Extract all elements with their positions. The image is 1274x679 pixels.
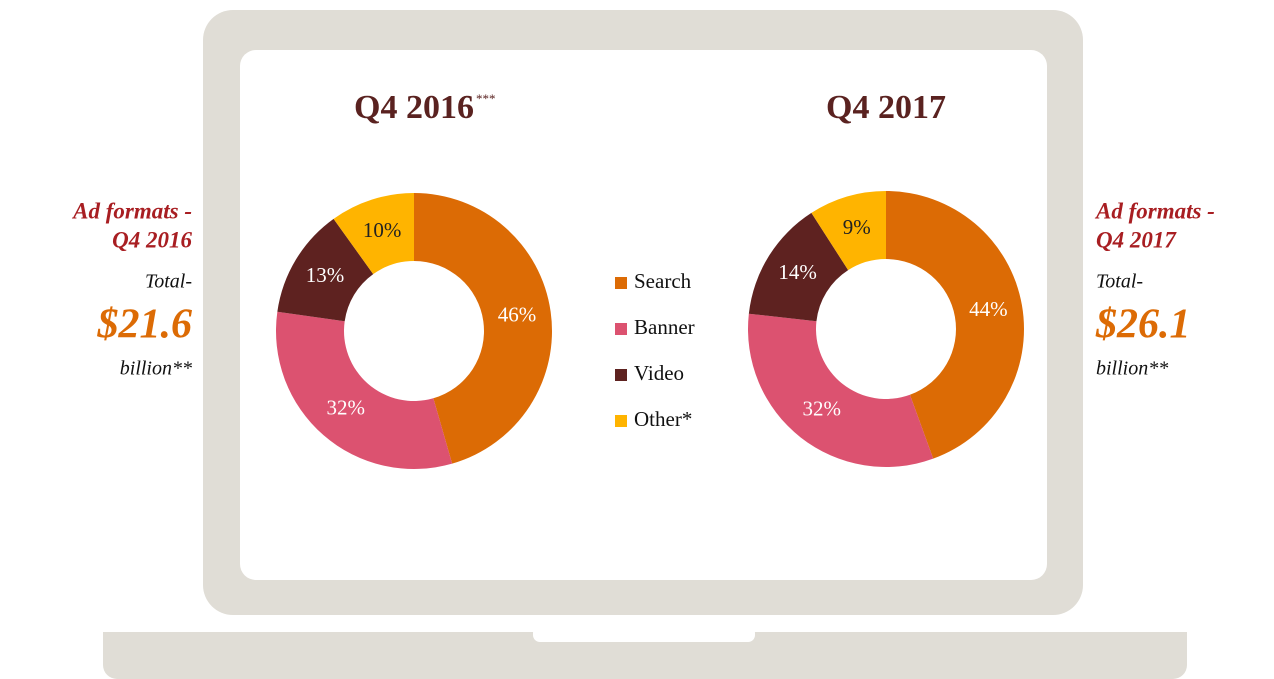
donut-segment [277, 218, 374, 322]
side-annotation: Q4 2017 [1096, 227, 1177, 252]
legend-swatch [615, 415, 627, 427]
legend-label: Other* [634, 407, 692, 431]
side-annotation: $26.1 [1095, 302, 1191, 348]
side-annotation: Total- [1096, 271, 1143, 293]
data-label: 32% [802, 397, 841, 421]
chart-title: Q4 2017 [826, 89, 946, 126]
side-annotation: billion** [120, 358, 192, 380]
side-annotation: Ad formats - [1094, 198, 1215, 223]
side-annotation: Total- [145, 271, 192, 293]
data-label: 32% [327, 395, 366, 419]
side-annotation: billion** [1096, 358, 1168, 380]
legend-swatch [615, 369, 627, 381]
donut-segment [333, 193, 414, 275]
legend-label: Banner [634, 315, 695, 339]
donut-segment [747, 313, 934, 467]
chart-title: Q4 2016 [354, 89, 474, 126]
data-label: 14% [778, 260, 817, 284]
data-label: 9% [843, 215, 871, 239]
data-label: 10% [363, 218, 402, 242]
donut-segment [811, 191, 886, 271]
legend-label: Search [634, 269, 692, 293]
legend-label: Video [634, 361, 684, 385]
laptop-notch [533, 626, 755, 642]
side-annotation: $21.6 [97, 302, 193, 348]
donut-segment [886, 190, 1024, 459]
data-label: 46% [498, 302, 537, 326]
side-annotation: Ad formats - [71, 198, 192, 223]
donut-segment [275, 311, 453, 469]
data-label: 44% [969, 297, 1008, 321]
legend-swatch [615, 323, 627, 335]
legend-swatch [615, 277, 627, 289]
data-label: 13% [306, 263, 345, 287]
title-note: *** [476, 91, 496, 106]
donut-segment [414, 193, 552, 464]
donut-segment [748, 212, 849, 322]
side-annotation: Q4 2016 [112, 227, 192, 252]
